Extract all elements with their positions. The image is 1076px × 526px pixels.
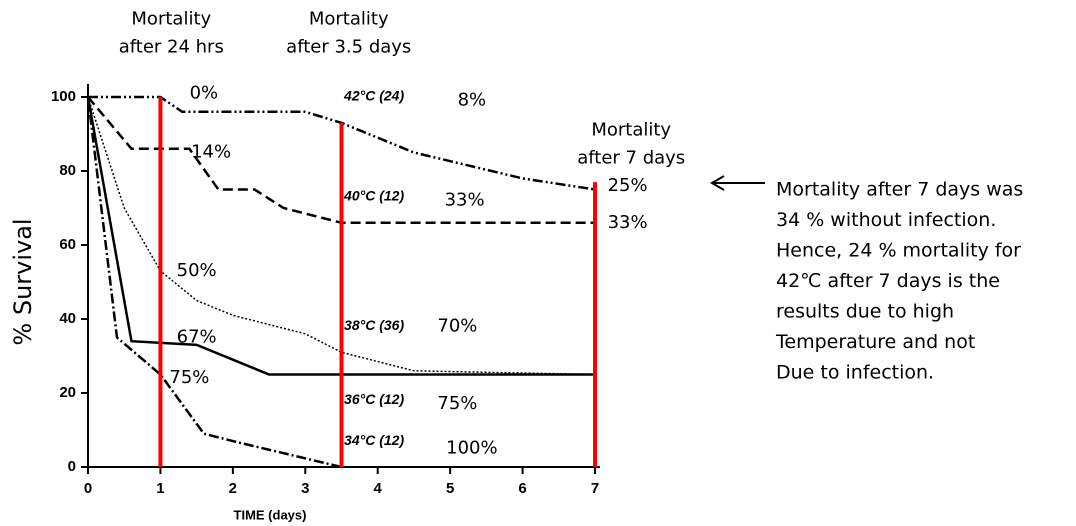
series-line — [86, 96, 595, 376]
y-tick-label: 0 — [68, 458, 76, 475]
series-line — [86, 96, 342, 469]
x-tick-label: 2 — [229, 480, 237, 497]
series-line — [87, 96, 596, 376]
header: Mortality — [131, 8, 211, 29]
header: after 24 hrs — [119, 36, 224, 57]
series-line — [88, 95, 596, 191]
series-line — [87, 96, 595, 225]
note-line: results due to high — [776, 301, 954, 323]
arrow-head — [710, 175, 725, 191]
series-label: 34°C (12) — [344, 432, 404, 448]
x-tick-label: 1 — [156, 480, 164, 497]
header: after 7 days — [577, 147, 685, 168]
y-tick-label: 20 — [59, 384, 76, 401]
y-tick-label: 60 — [59, 236, 76, 253]
y-tick-label: 100 — [51, 88, 76, 105]
note-line: 42℃ after 7 days is the — [776, 270, 1000, 292]
x-tick-label: 4 — [374, 480, 383, 497]
x-tick-label: 6 — [518, 480, 526, 497]
annotation: 70% — [437, 315, 477, 336]
annotation: 100% — [446, 438, 497, 459]
note-line: Temperature and not — [775, 331, 975, 353]
series-label: 42°C (24) — [343, 88, 404, 104]
series-label: 40°C (12) — [343, 188, 404, 204]
y-tick-label: 40 — [59, 310, 76, 327]
header: Mortality — [591, 119, 671, 140]
annotation: 75% — [169, 367, 209, 388]
annotation: 67% — [177, 327, 217, 348]
header: Mortality — [309, 8, 389, 29]
annotation: 25% — [608, 175, 648, 196]
annotation: 33% — [608, 212, 648, 233]
annotation: 33% — [445, 190, 485, 211]
header: after 3.5 days — [286, 36, 411, 57]
annotation: 75% — [437, 393, 477, 414]
note-line: Due to infection. — [776, 362, 934, 384]
annotation: 14% — [191, 142, 231, 163]
annotation: 50% — [177, 260, 217, 281]
annotation: 8% — [458, 90, 487, 111]
x-tick-label: 5 — [446, 480, 454, 497]
note-line: Hence, 24 % mortality for — [776, 240, 1021, 262]
x-tick-label: 3 — [301, 480, 309, 497]
y-axis-label: % Survival — [9, 218, 37, 345]
x-tick-label: 0 — [84, 480, 92, 497]
series-label: 38°C (36) — [344, 317, 404, 333]
x-tick-label: 7 — [591, 480, 599, 497]
note-line: Mortality after 7 days was — [776, 179, 1023, 201]
x-axis-label: TIME (days) — [234, 507, 307, 522]
series-label: 36°C (12) — [344, 391, 404, 407]
note-line: 34 % without infection. — [776, 209, 996, 231]
annotation: 0% — [190, 82, 219, 103]
y-tick-label: 80 — [59, 162, 76, 179]
